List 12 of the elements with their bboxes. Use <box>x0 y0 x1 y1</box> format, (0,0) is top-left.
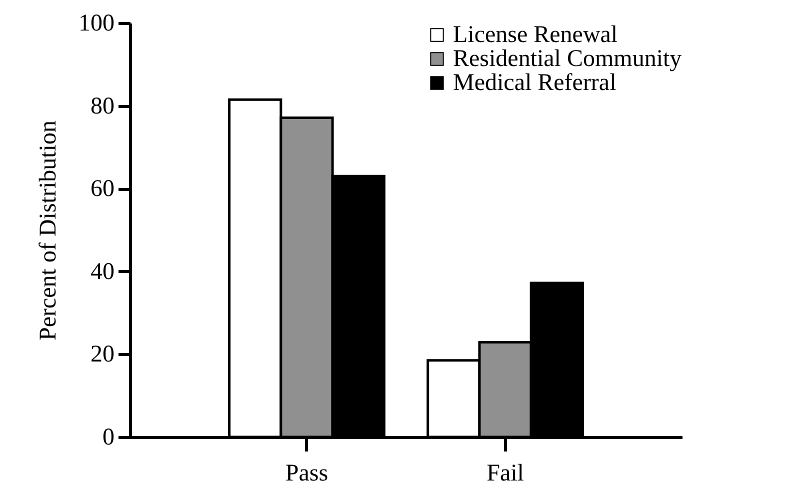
x-tick-label: Pass <box>285 460 328 486</box>
legend-label: License Renewal <box>453 22 618 48</box>
x-tick-label: Fail <box>486 460 524 486</box>
y-tick-label: 40 <box>90 258 114 285</box>
y-tick-label: 0 <box>102 424 114 450</box>
y-tick-label: 80 <box>90 93 114 120</box>
y-tick-label: 60 <box>90 176 114 202</box>
legend-label: Medical Referral <box>453 70 617 96</box>
legend-label: Residential Community <box>453 46 682 72</box>
y-tick-label: 100 <box>78 10 114 36</box>
y-axis-title: Percent of Distribution <box>36 120 62 340</box>
y-tick-label: 20 <box>90 342 114 368</box>
